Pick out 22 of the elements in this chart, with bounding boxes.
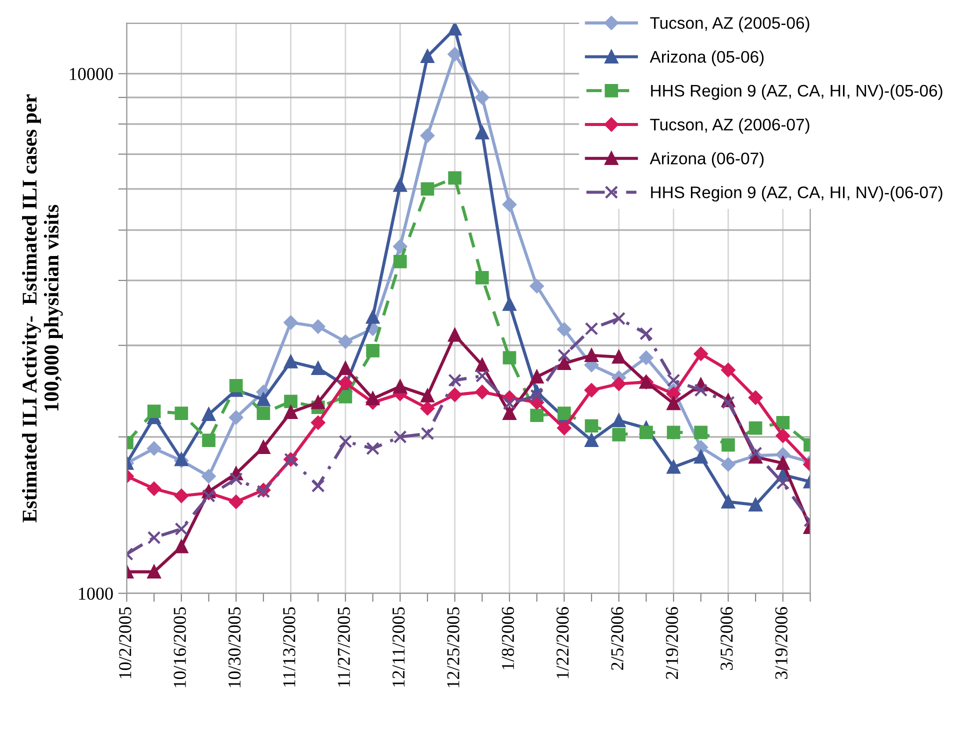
x-tick-label: 12/11/2005 — [392, 607, 405, 687]
x-tick-label: 2/19/2006 — [666, 607, 678, 679]
x-tick-label: 2/5/2006 — [611, 607, 624, 670]
x-tick-label: 10/16/2005 — [174, 607, 186, 688]
legend-label: Arizona (05-06) — [650, 50, 764, 66]
x-tick-label: 11/27/2005 — [338, 607, 350, 687]
y-tick-label: 1000 — [79, 588, 113, 600]
x-tick-label: 10/30/2005 — [228, 607, 241, 688]
x-tick-label: 3/19/2006 — [775, 607, 788, 679]
x-tick-label: 12/25/2005 — [447, 607, 460, 688]
y-axis-title: Estimated ILI Activity- Estimated ILI cases per 100,000 physician visits — [22, 94, 63, 522]
x-tick-label: 1/8/2006 — [502, 607, 514, 670]
x-tick-label: 3/5/2006 — [720, 607, 733, 670]
legend-label: Arizona (06-07) — [650, 152, 764, 168]
legend-label: HHS Region 9 (AZ, CA, HI, NV)-(05-06) — [651, 84, 942, 100]
x-tick-label: 11/13/2005 — [283, 607, 296, 687]
y-tick-label: 10000 — [70, 68, 113, 80]
legend-label: Tucson, AZ (2005-06) — [650, 16, 810, 32]
x-tick-label: 10/2/2005 — [119, 607, 132, 678]
legend-label: HHS Region 9 (AZ, CA, HI, NV)-(06-07) — [651, 186, 942, 202]
x-tick-label: 1/22/2006 — [556, 607, 569, 678]
legend-label: Tucson, AZ (2006-07) — [650, 118, 810, 134]
